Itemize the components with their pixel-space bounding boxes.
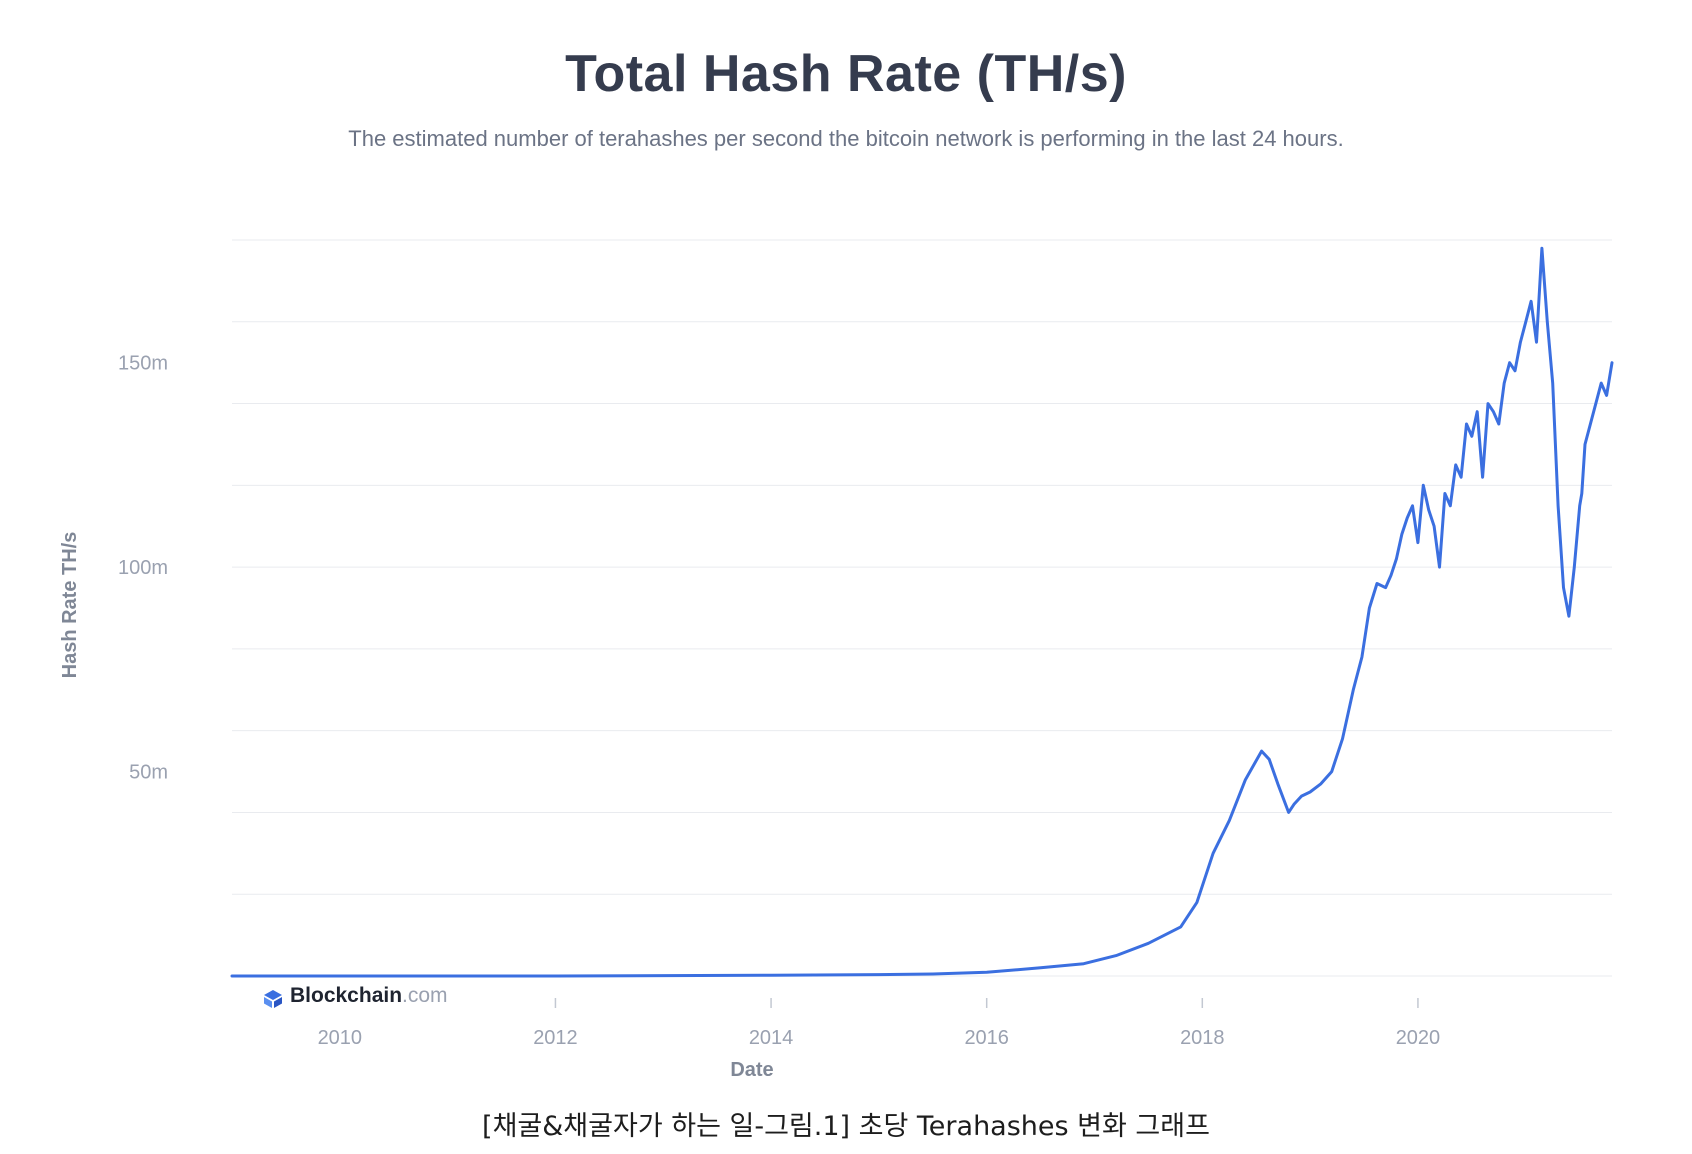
y-axis-title: Hash Rate TH/s bbox=[59, 532, 81, 679]
x-tick-label: 2012 bbox=[533, 1027, 578, 1049]
chart-subtitle: The estimated number of terahashes per s… bbox=[348, 126, 1344, 151]
chart-title: Total Hash Rate (TH/s) bbox=[565, 45, 1127, 103]
x-tick-label: 2020 bbox=[1396, 1027, 1441, 1049]
y-axis-ticks: 50m 100m 150m bbox=[118, 353, 168, 784]
brand-name: Blockchain bbox=[290, 984, 403, 1007]
x-tick-label: 2018 bbox=[1180, 1027, 1225, 1049]
figure-caption: [채굴&채굴자가 하는 일-그림.1] 초당 Terahashes 변화 그래프 bbox=[482, 1111, 1210, 1142]
series-layer bbox=[230, 246, 1614, 978]
brand-suffix: .com bbox=[402, 984, 448, 1007]
y-tick-label: 150m bbox=[118, 353, 168, 375]
x-axis-ticks: 2010 2012 2014 2016 2018 2020 bbox=[318, 998, 1441, 1049]
x-tick-label: 2010 bbox=[318, 1027, 363, 1049]
brand-watermark: Blockchain.com bbox=[290, 984, 448, 1008]
x-tick-label: 2016 bbox=[964, 1027, 1009, 1049]
gridlines bbox=[232, 239, 1612, 977]
x-axis-title: Date bbox=[730, 1059, 773, 1081]
x-tick-label: 2014 bbox=[749, 1027, 794, 1049]
y-tick-label: 100m bbox=[118, 557, 168, 579]
series-line bbox=[230, 246, 1614, 978]
y-tick-label: 50m bbox=[129, 762, 168, 784]
blockchain-logo-icon bbox=[264, 990, 282, 1008]
